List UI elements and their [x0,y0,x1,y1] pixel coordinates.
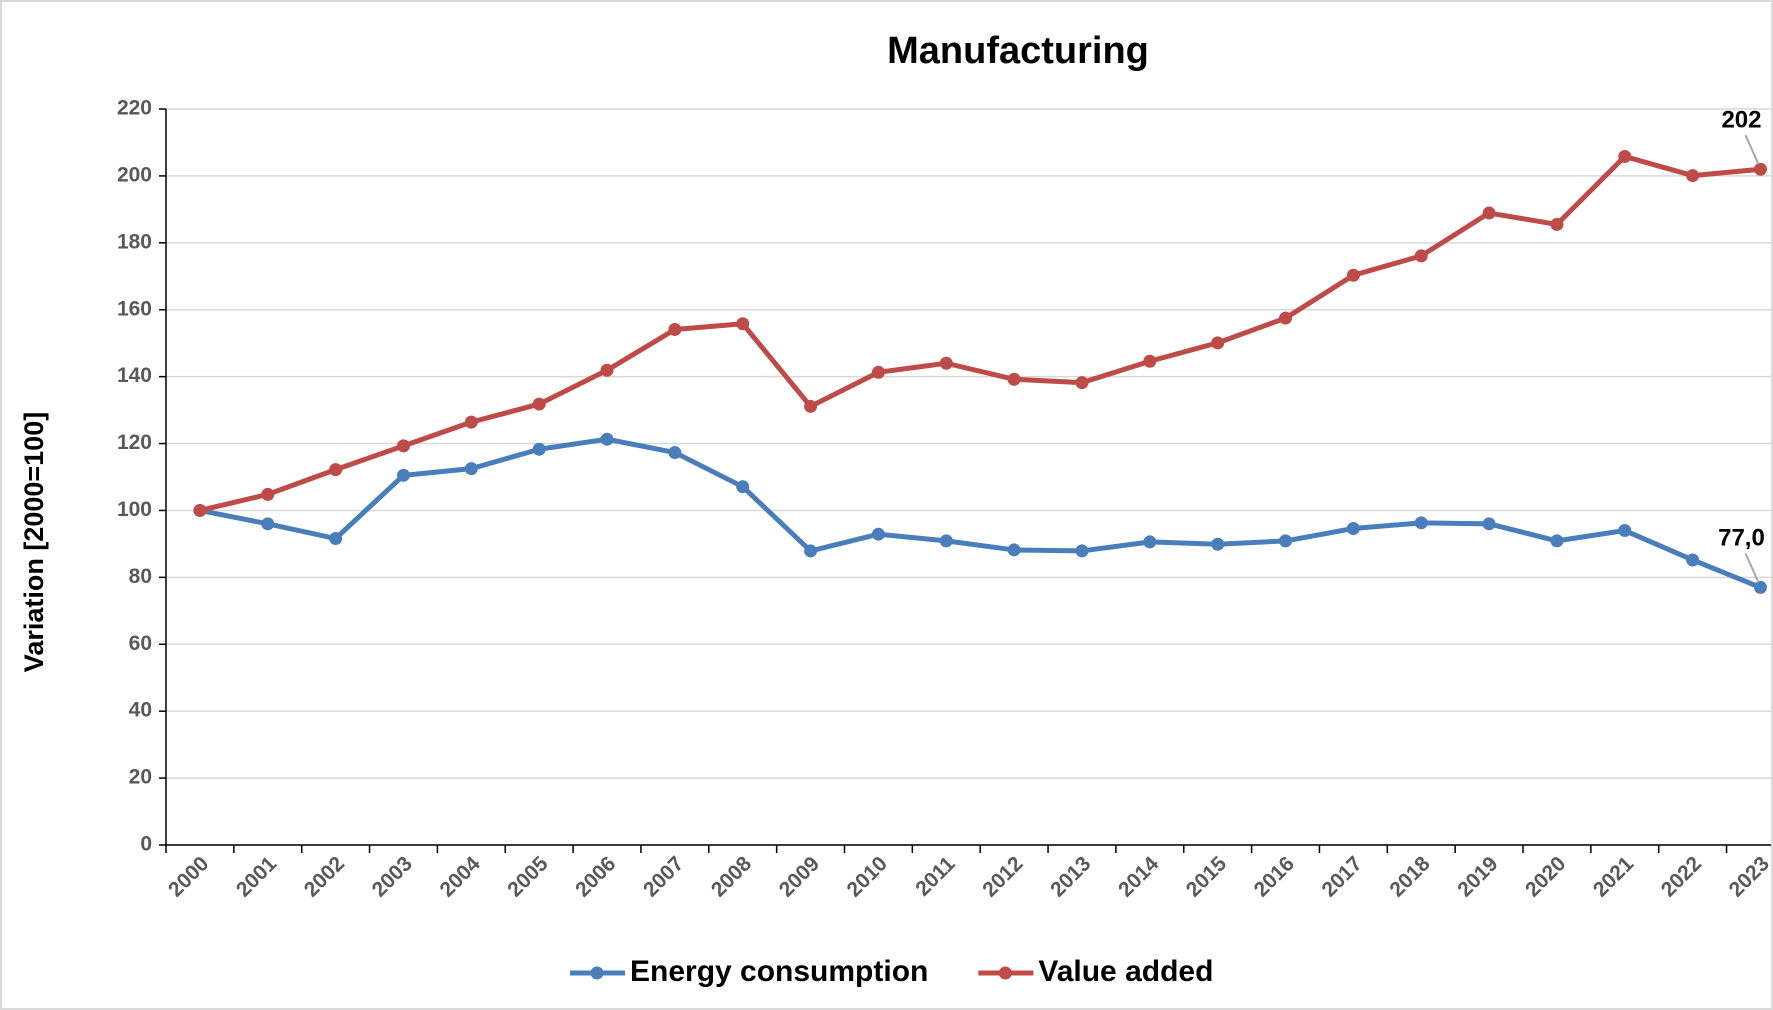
data-point [871,365,885,379]
data-point [1279,534,1293,548]
legend-label: Energy consumption [630,955,928,988]
legend-marker [590,966,604,980]
y-tick-label: 180 [117,230,152,253]
data-point [939,534,953,548]
data-point [532,442,546,456]
data-point [1346,268,1360,282]
y-axis-label: Variation [2000=100] [19,412,49,672]
y-tick-label: 80 [129,565,152,588]
data-point [261,487,275,501]
data-point [1753,162,1767,176]
data-point [1414,249,1428,263]
data-point [1550,217,1564,231]
label-leader [1744,134,1760,165]
data-point [1482,517,1496,531]
series-line [199,436,1762,590]
y-tick-label: 0 [140,833,152,856]
y-tick-label: 20 [129,766,152,789]
data-point [1211,336,1225,350]
data-point [1618,150,1632,164]
y-tick-label: 60 [129,632,152,655]
legend-marker [998,966,1012,980]
data-label: 77,0 [1718,525,1765,552]
label-leader [1744,552,1760,583]
y-tick-label: 220 [117,97,152,120]
data-point [600,432,614,446]
data-point [396,439,410,453]
data-point [1550,534,1564,548]
data-point [1007,543,1021,557]
data-point [193,503,207,517]
data-point [396,468,410,482]
data-point [329,463,343,477]
y-tick-label: 100 [117,498,152,521]
data-point [1618,524,1632,538]
data-point [1346,522,1360,536]
data-point [668,446,682,460]
data-point [1143,354,1157,368]
data-point [532,397,546,411]
series-line [199,154,1761,513]
data-point [736,480,750,494]
data-point [1075,544,1089,558]
y-tick-label: 200 [117,163,152,186]
data-point [1686,553,1700,567]
y-tick-label: 160 [117,297,152,320]
data-point [1007,372,1021,386]
y-tick-label: 120 [117,431,152,454]
data-point [804,399,818,413]
data-point [464,415,478,429]
data-point [871,527,885,541]
y-tick-label: 140 [117,364,152,387]
y-tick-label: 40 [129,699,152,722]
data-point [668,322,682,336]
data-point [329,532,343,546]
data-point [1211,537,1225,551]
legend-label: Value added [1038,955,1213,988]
data-point [1482,206,1496,220]
data-point [1279,311,1293,325]
data-point [1753,580,1767,594]
data-point [1414,516,1428,530]
data-point [804,544,818,558]
data-point [261,517,275,531]
data-point [939,356,953,370]
data-point [600,363,614,377]
data-point [1075,376,1089,390]
data-point [1686,169,1700,183]
data-label: 202 [1721,107,1761,134]
data-point [464,462,478,476]
chart-title: Manufacturing [887,30,1149,72]
data-point [1143,535,1157,549]
data-point [736,317,750,331]
